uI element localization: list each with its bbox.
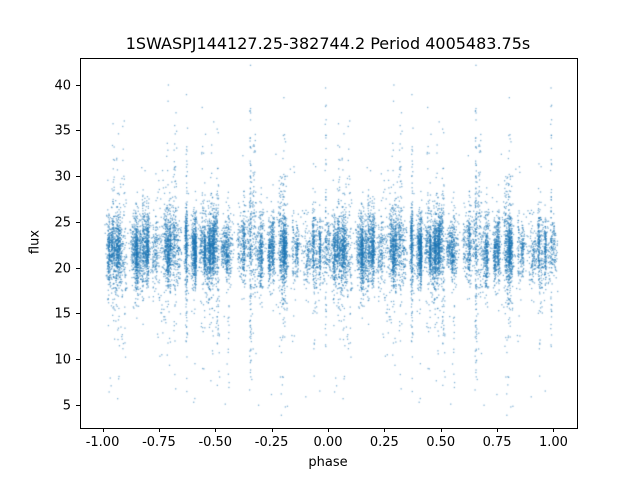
x-tick-label: 0.75: [482, 435, 512, 450]
x-tick-mark: [158, 428, 160, 432]
x-tick-label: 1.00: [538, 435, 568, 450]
x-tick-mark: [553, 428, 555, 432]
x-axis-label: phase: [308, 455, 348, 470]
x-tick-mark: [384, 428, 386, 432]
y-tick-label: 40: [54, 78, 71, 94]
x-tick-mark: [328, 428, 329, 432]
x-tick-label: 0.25: [369, 435, 399, 450]
x-tick-label: -0.25: [254, 435, 289, 450]
x-tick-label: -0.75: [142, 435, 176, 450]
y-tick-mark: [76, 405, 80, 407]
x-tick-label: 0.50: [426, 435, 456, 450]
scatter-points-canvas: [81, 59, 577, 428]
y-tick-mark: [76, 221, 80, 223]
y-tick-label: 30: [54, 169, 71, 185]
y-tick-label: 5: [62, 398, 71, 414]
y-tick-mark: [76, 84, 80, 86]
chart-title: 1SWASPJ144127.25-382744.2 Period 4005483…: [125, 34, 531, 53]
y-tick-mark: [76, 130, 80, 132]
y-tick-label: 15: [54, 306, 71, 322]
x-tick-label: -1.00: [85, 435, 120, 450]
y-tick-label: 25: [54, 215, 71, 231]
y-tick-mark: [76, 267, 80, 269]
x-tick-mark: [102, 428, 104, 432]
y-tick-label: 20: [54, 261, 71, 277]
y-tick-label: 10: [54, 352, 71, 368]
y-tick-mark: [76, 176, 80, 178]
x-tick-mark: [497, 428, 499, 432]
y-tick-label: 35: [54, 123, 71, 139]
y-tick-mark: [76, 359, 80, 361]
x-tick-label: 0.00: [313, 435, 343, 450]
y-axis-label: flux: [27, 229, 43, 255]
axes-border: [80, 58, 578, 429]
x-tick-mark: [271, 428, 273, 432]
x-tick-mark: [215, 428, 217, 432]
x-tick-label: -0.50: [198, 435, 233, 450]
x-tick-mark: [440, 428, 442, 432]
y-tick-mark: [76, 313, 80, 315]
